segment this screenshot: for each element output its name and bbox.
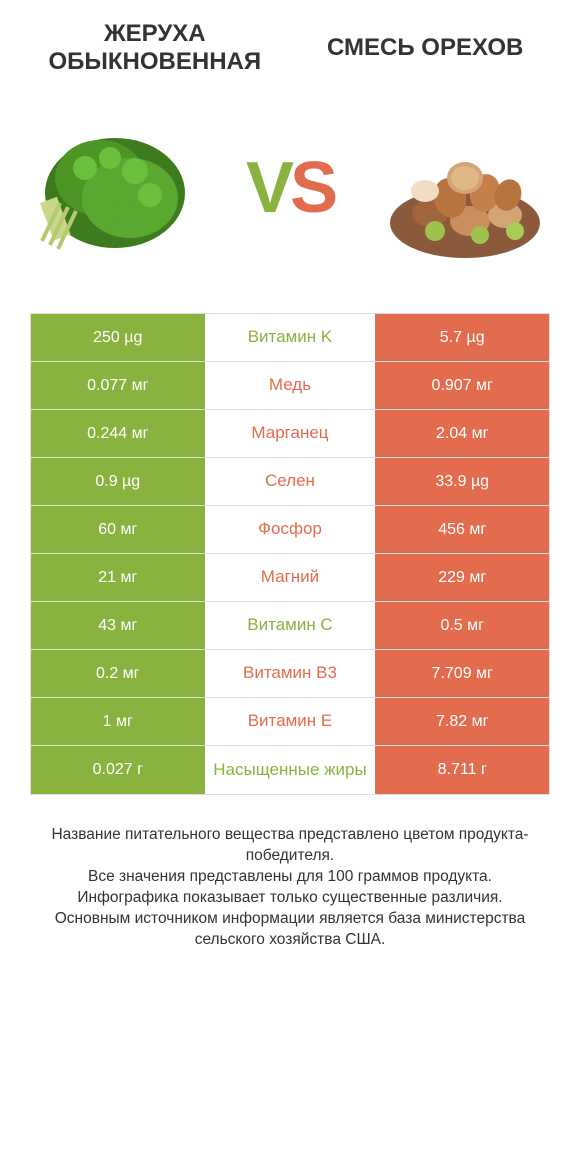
right-value: 5.7 µg xyxy=(375,314,549,361)
watercress-icon xyxy=(30,103,200,273)
left-value: 250 µg xyxy=(31,314,205,361)
left-value: 1 мг xyxy=(31,698,205,745)
nutrient-name: Витамин C xyxy=(205,602,376,649)
left-value: 43 мг xyxy=(31,602,205,649)
left-value: 0.9 µg xyxy=(31,458,205,505)
right-value: 7.82 мг xyxy=(375,698,549,745)
left-value: 0.244 мг xyxy=(31,410,205,457)
right-value: 2.04 мг xyxy=(375,410,549,457)
right-value: 33.9 µg xyxy=(375,458,549,505)
nutrient-name: Витамин K xyxy=(205,314,376,361)
table-row: 250 µgВитамин K5.7 µg xyxy=(31,314,549,362)
left-value: 0.027 г xyxy=(31,746,205,794)
table-row: 0.2 мгВитамин B37.709 мг xyxy=(31,650,549,698)
table-row: 0.9 µgСелен33.9 µg xyxy=(31,458,549,506)
footer-line-2: Все значения представлены для 100 граммо… xyxy=(36,867,544,888)
nutrient-name: Витамин E xyxy=(205,698,376,745)
table-row: 21 мгМагний229 мг xyxy=(31,554,549,602)
nuts-icon xyxy=(380,103,550,273)
vs-label: VS xyxy=(246,147,334,229)
nutrient-name: Насыщенные жиры xyxy=(205,746,376,794)
left-value: 0.2 мг xyxy=(31,650,205,697)
table-row: 1 мгВитамин E7.82 мг xyxy=(31,698,549,746)
footer-line-1: Название питательного вещества представл… xyxy=(36,825,544,867)
vs-s: S xyxy=(290,148,334,228)
nutrient-name: Магний xyxy=(205,554,376,601)
right-value: 229 мг xyxy=(375,554,549,601)
right-title: СМЕСЬ ОРЕХОВ xyxy=(300,34,550,62)
table-row: 43 мгВитамин C0.5 мг xyxy=(31,602,549,650)
footer-text: Название питательного вещества представл… xyxy=(30,825,550,951)
table-row: 0.027 гНасыщенные жиры8.711 г xyxy=(31,746,549,794)
titles-row: ЖЕРУХА ОБЫКНОВЕННАЯ СМЕСЬ ОРЕХОВ xyxy=(30,20,550,75)
nutrient-name: Фосфор xyxy=(205,506,376,553)
left-value: 60 мг xyxy=(31,506,205,553)
right-value: 0.5 мг xyxy=(375,602,549,649)
nutrient-name: Марганец xyxy=(205,410,376,457)
footer-line-3: Инфографика показывает только существенн… xyxy=(36,888,544,909)
left-value: 21 мг xyxy=(31,554,205,601)
left-value: 0.077 мг xyxy=(31,362,205,409)
nutrient-name: Медь xyxy=(205,362,376,409)
right-value: 7.709 мг xyxy=(375,650,549,697)
nutrient-name: Витамин B3 xyxy=(205,650,376,697)
right-value: 456 мг xyxy=(375,506,549,553)
footer-line-4: Основным источником информации является … xyxy=(36,909,544,951)
vs-v: V xyxy=(246,148,290,228)
table-row: 60 мгФосфор456 мг xyxy=(31,506,549,554)
vs-row: VS xyxy=(30,103,550,273)
table-row: 0.077 мгМедь0.907 мг xyxy=(31,362,549,410)
right-value: 0.907 мг xyxy=(375,362,549,409)
right-value: 8.711 г xyxy=(375,746,549,794)
nutrition-table: 250 µgВитамин K5.7 µg0.077 мгМедь0.907 м… xyxy=(30,313,550,795)
left-title: ЖЕРУХА ОБЫКНОВЕННАЯ xyxy=(30,20,280,75)
table-row: 0.244 мгМарганец2.04 мг xyxy=(31,410,549,458)
nutrient-name: Селен xyxy=(205,458,376,505)
